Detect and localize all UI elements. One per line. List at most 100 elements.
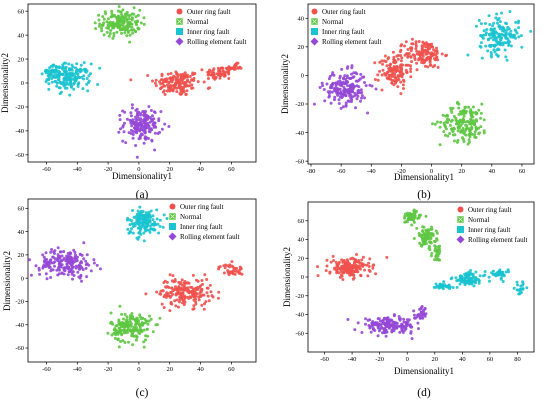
data-point [491,269,495,273]
data-point [188,75,192,78]
data-point [346,318,350,321]
data-point [29,273,33,277]
data-point [487,37,491,41]
data-point [360,258,364,262]
data-point [456,138,460,142]
data-point [89,269,93,273]
data-point [370,323,374,327]
legend-label: Outer ring fault [187,8,231,16]
data-point [412,237,416,240]
data-point [436,65,440,69]
data-point [410,60,414,64]
data-point [325,264,329,268]
data-point [395,54,399,58]
data-point [142,16,146,20]
data-point [468,272,472,276]
data-point [373,321,377,325]
data-point [150,119,154,123]
data-point [183,71,187,75]
data-point [74,71,78,75]
data-point [130,106,134,110]
data-point [111,36,115,40]
data-point [199,284,203,288]
data-point [118,113,122,117]
data-point [68,270,72,274]
data-point [150,138,154,142]
data-point [452,126,456,130]
data-point [202,307,206,311]
data-point [206,286,210,290]
data-point [517,26,521,30]
data-point [426,51,430,55]
data-point [141,322,145,325]
data-point [364,322,367,326]
x-tick-label: -20 [104,366,113,373]
data-point [143,135,147,139]
data-point [87,79,91,83]
data-point [482,274,485,278]
data-point [162,213,166,217]
data-point [131,317,135,321]
data-point [367,265,371,268]
data-point [76,255,79,259]
data-point [49,250,53,254]
data-point [162,84,166,88]
data-point [121,139,125,143]
data-point [346,260,350,263]
data-point [467,138,471,142]
data-point [122,130,126,134]
data-point [322,88,326,91]
data-point [474,281,477,285]
data-point [437,258,440,261]
data-point [371,266,375,270]
data-point [192,304,196,308]
data-point [44,251,48,255]
legend: Outer ring fault Normal Inner ring fault Ro… [168,203,240,241]
data-point [418,241,422,245]
x-axis-label: Dimensionality1 [112,171,172,181]
data-point [478,274,482,278]
data-point [359,72,363,76]
data-point [356,94,360,98]
data-point [151,122,155,126]
data-point [380,88,384,92]
data-point [424,214,428,218]
data-point [349,84,353,88]
data-point [497,33,501,37]
data-point [359,99,362,103]
data-point [51,268,55,272]
data-point [101,23,105,27]
data-point [420,305,424,308]
data-point [519,34,523,38]
data-point [55,84,59,88]
data-point [316,265,319,269]
data-point [376,326,380,330]
data-point [430,231,434,235]
data-point [337,102,341,105]
data-point [139,329,143,333]
data-point [497,272,501,276]
data-point [222,271,226,275]
data-point [327,95,331,99]
x-tick-label: 40 [489,168,496,175]
data-point [132,325,136,329]
data-point [430,227,434,231]
data-point [376,78,380,82]
data-point [472,275,476,279]
legend-label: Normal [180,213,201,221]
data-point [474,127,478,131]
data-point [482,29,486,33]
data-point [220,72,224,76]
data-point [139,21,143,25]
data-point [70,272,74,276]
data-point [177,305,180,309]
data-point [41,253,45,257]
data-point [78,253,82,256]
data-point [157,231,161,235]
data-point [138,118,142,122]
data-point [206,73,210,77]
data-point [469,117,473,121]
data-point [222,74,226,78]
data-point [424,52,428,56]
data-point [351,87,355,90]
